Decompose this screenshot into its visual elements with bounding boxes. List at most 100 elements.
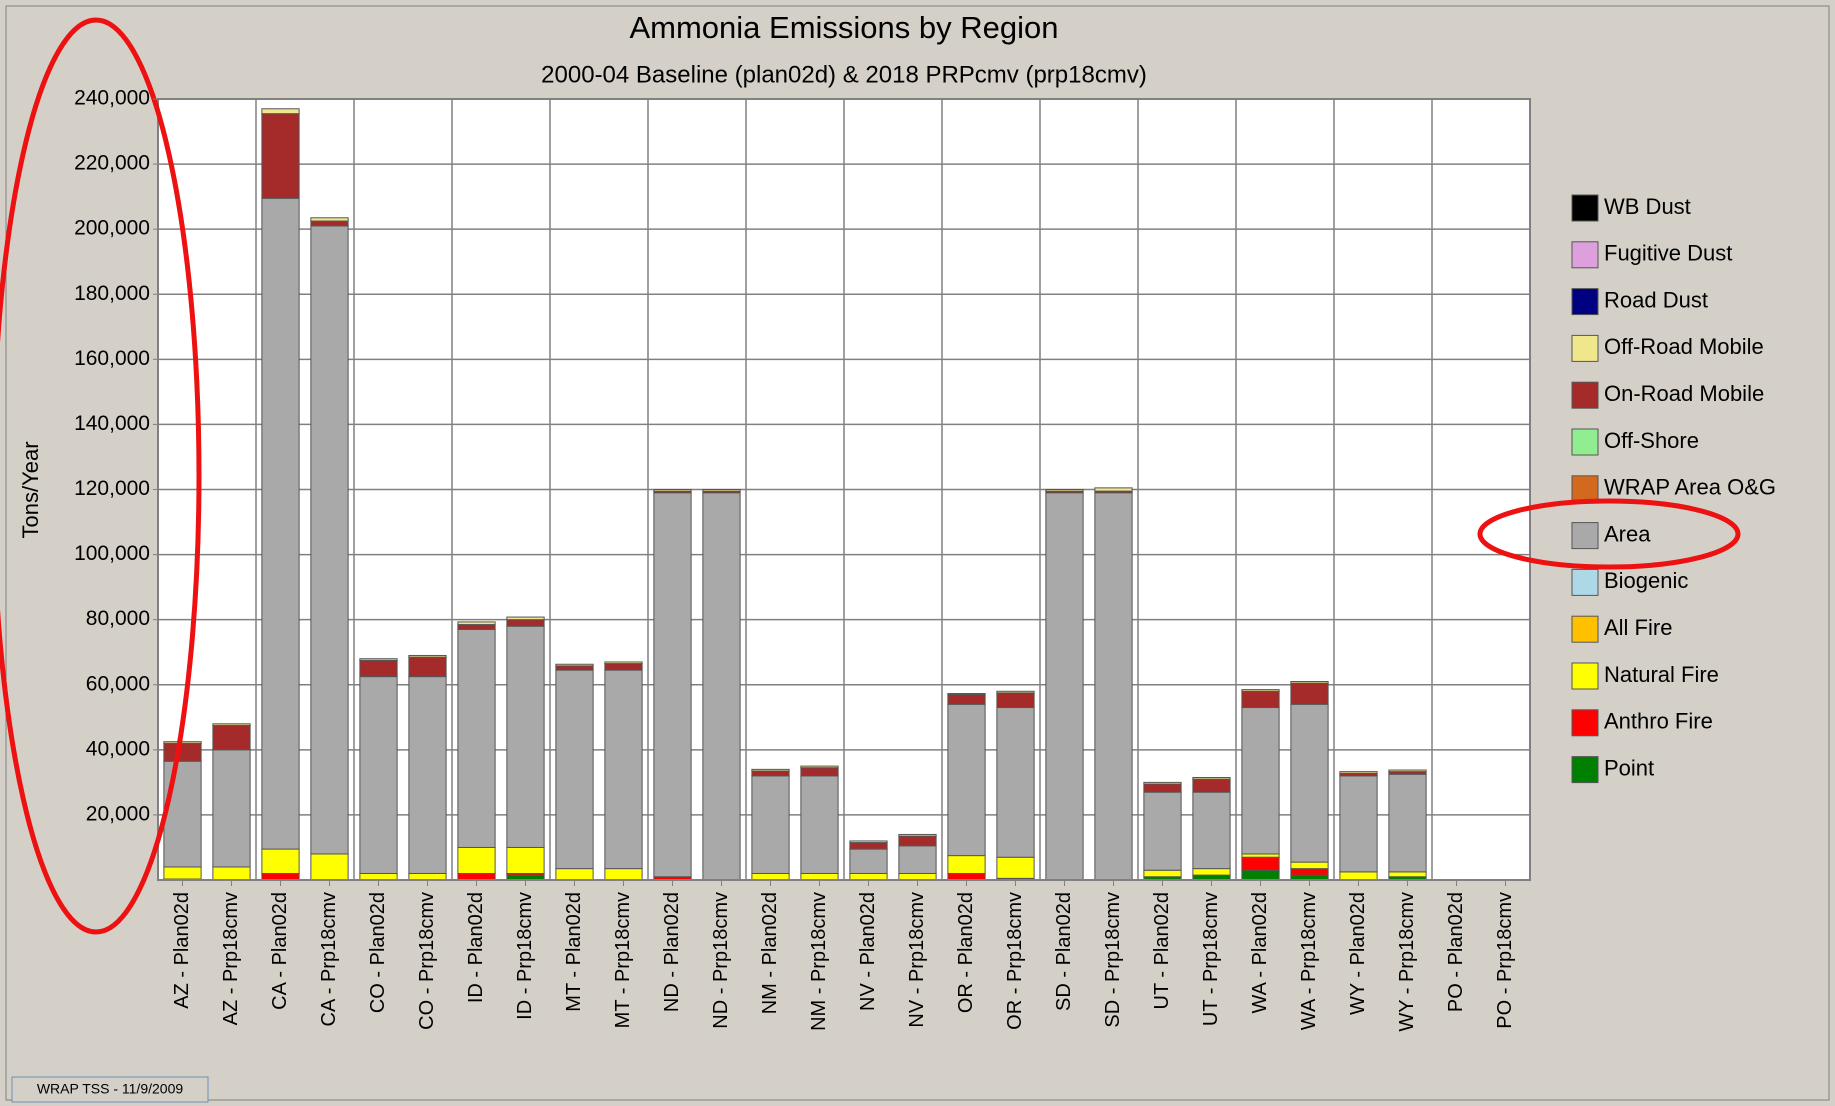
- x-tick-label: ID - Plan02d: [465, 892, 487, 1003]
- legend-swatch: [1571, 475, 1599, 503]
- bar-segment: [898, 845, 937, 874]
- bar-segment: [996, 707, 1035, 858]
- x-tick-label: SD - Prp18cmv: [1102, 892, 1124, 1028]
- legend-label: Point: [1604, 755, 1654, 780]
- bar-segment: [506, 619, 545, 627]
- legend-label: On-Road Mobile: [1604, 381, 1764, 406]
- bar-segment: [1241, 707, 1280, 855]
- bar-segment: [1094, 492, 1133, 881]
- legend-swatch: [1571, 522, 1599, 550]
- x-tick-label: PO - Prp18cmv: [1494, 892, 1516, 1029]
- legend-swatch: [1571, 615, 1599, 643]
- bar-segment: [947, 694, 986, 705]
- bar-segment: [1290, 703, 1329, 863]
- bar-segment: [163, 741, 202, 744]
- bar-segment: [555, 868, 594, 881]
- footer: WRAP TSS - 11/9/2009: [37, 1081, 184, 1097]
- bar-segment: [1388, 773, 1427, 873]
- x-tick-label: CO - Prp18cmv: [416, 892, 438, 1030]
- bar-segment: [1388, 871, 1427, 878]
- x-tick-label: CO - Plan02d: [367, 892, 389, 1013]
- legend-swatch: [1571, 709, 1599, 737]
- legend-swatch: [1571, 334, 1599, 362]
- bar-segment: [1192, 868, 1231, 876]
- bar-segment: [457, 624, 496, 630]
- bar-segment: [800, 767, 839, 777]
- chart-title: Ammonia Emissions by Region: [629, 10, 1058, 45]
- bar-segment: [310, 225, 349, 855]
- bar-segment: [604, 868, 643, 881]
- bar-segment: [751, 768, 790, 772]
- bar-segment: [751, 775, 790, 874]
- y-tick-label: 80,000: [86, 607, 150, 630]
- y-tick-label: 100,000: [74, 542, 150, 565]
- y-tick-label: 120,000: [74, 477, 150, 500]
- y-tick-label: 240,000: [74, 87, 150, 110]
- bar-segment: [212, 724, 251, 751]
- bar-segment: [1339, 775, 1378, 873]
- legend-label: Fugitive Dust: [1604, 241, 1732, 266]
- x-tick-label: NM - Plan02d: [759, 892, 781, 1014]
- bar-segment: [653, 489, 692, 492]
- bar-segment: [1143, 783, 1182, 793]
- bar-segment: [408, 656, 447, 678]
- bar-segment: [310, 217, 349, 222]
- chart-subtitle: 2000-04 Baseline (plan02d) & 2018 PRPcmv…: [541, 61, 1147, 88]
- bar-segment: [408, 654, 447, 658]
- bar-segment: [1339, 871, 1378, 881]
- bar-segment: [212, 723, 251, 726]
- x-tick-label: OR - Prp18cmv: [1004, 892, 1026, 1030]
- x-tick-label: UT - Prp18cmv: [1200, 892, 1222, 1026]
- bar-segment: [359, 658, 398, 661]
- bar-segment: [163, 866, 202, 880]
- legend-label: Biogenic: [1604, 568, 1688, 593]
- bar-segment: [702, 492, 741, 881]
- bar-segment: [604, 661, 643, 665]
- y-tick-label: 180,000: [74, 282, 150, 305]
- bar-segment: [1241, 689, 1280, 692]
- bar-segment: [898, 833, 937, 837]
- x-tick-label: MT - Prp18cmv: [612, 892, 634, 1028]
- x-tick-label: ID - Prp18cmv: [514, 892, 536, 1020]
- bar-segment: [1143, 791, 1182, 871]
- plot: [158, 98, 1530, 881]
- x-tick-label: WY - Prp18cmv: [1396, 892, 1418, 1032]
- x-tick-label: ND - Plan02d: [661, 892, 683, 1012]
- x-tick-label: CA - Prp18cmv: [318, 892, 340, 1026]
- legend-label: WRAP Area O&G: [1604, 475, 1776, 500]
- bar-segment: [947, 703, 986, 857]
- bar-segment: [1388, 769, 1427, 773]
- x-tick-label: PO - Plan02d: [1445, 892, 1467, 1012]
- bar-segment: [163, 742, 202, 762]
- x-tick-label: AZ - Plan02d: [171, 892, 193, 1009]
- bar-segment: [506, 625, 545, 848]
- y-tick-label: 220,000: [74, 152, 150, 175]
- legend-swatch: [1571, 428, 1599, 456]
- bar-segment: [212, 749, 251, 868]
- bar-segment: [947, 855, 986, 874]
- y-tick-label: 60,000: [86, 672, 150, 695]
- bar-segment: [702, 489, 741, 492]
- bar-segment: [359, 659, 398, 678]
- bar-segment: [800, 775, 839, 874]
- bar-segment: [1290, 861, 1329, 870]
- y-axis-label: Tons/Year: [18, 441, 43, 538]
- bar-segment: [1192, 778, 1231, 793]
- bar-segment: [996, 692, 1035, 709]
- bar-segment: [947, 693, 986, 696]
- annotation-ellipse: [0, 17, 202, 935]
- legend-swatch: [1571, 662, 1599, 690]
- legend-swatch: [1571, 194, 1599, 222]
- bar-segment: [1241, 869, 1280, 881]
- y-tick-label: 40,000: [86, 737, 150, 760]
- bar-segment: [1290, 680, 1329, 684]
- x-tick-label: NV - Prp18cmv: [906, 892, 928, 1028]
- bar-segment: [1339, 771, 1378, 774]
- bar-segment: [310, 220, 349, 227]
- x-tick-label: NM - Prp18cmv: [808, 892, 830, 1031]
- legend: WB Dust Fugitive Dust Road Dust Off-Road Mo…: [1571, 194, 1776, 784]
- bar-segment: [261, 113, 300, 199]
- bar-segment: [457, 621, 496, 626]
- bar-segment: [604, 663, 643, 671]
